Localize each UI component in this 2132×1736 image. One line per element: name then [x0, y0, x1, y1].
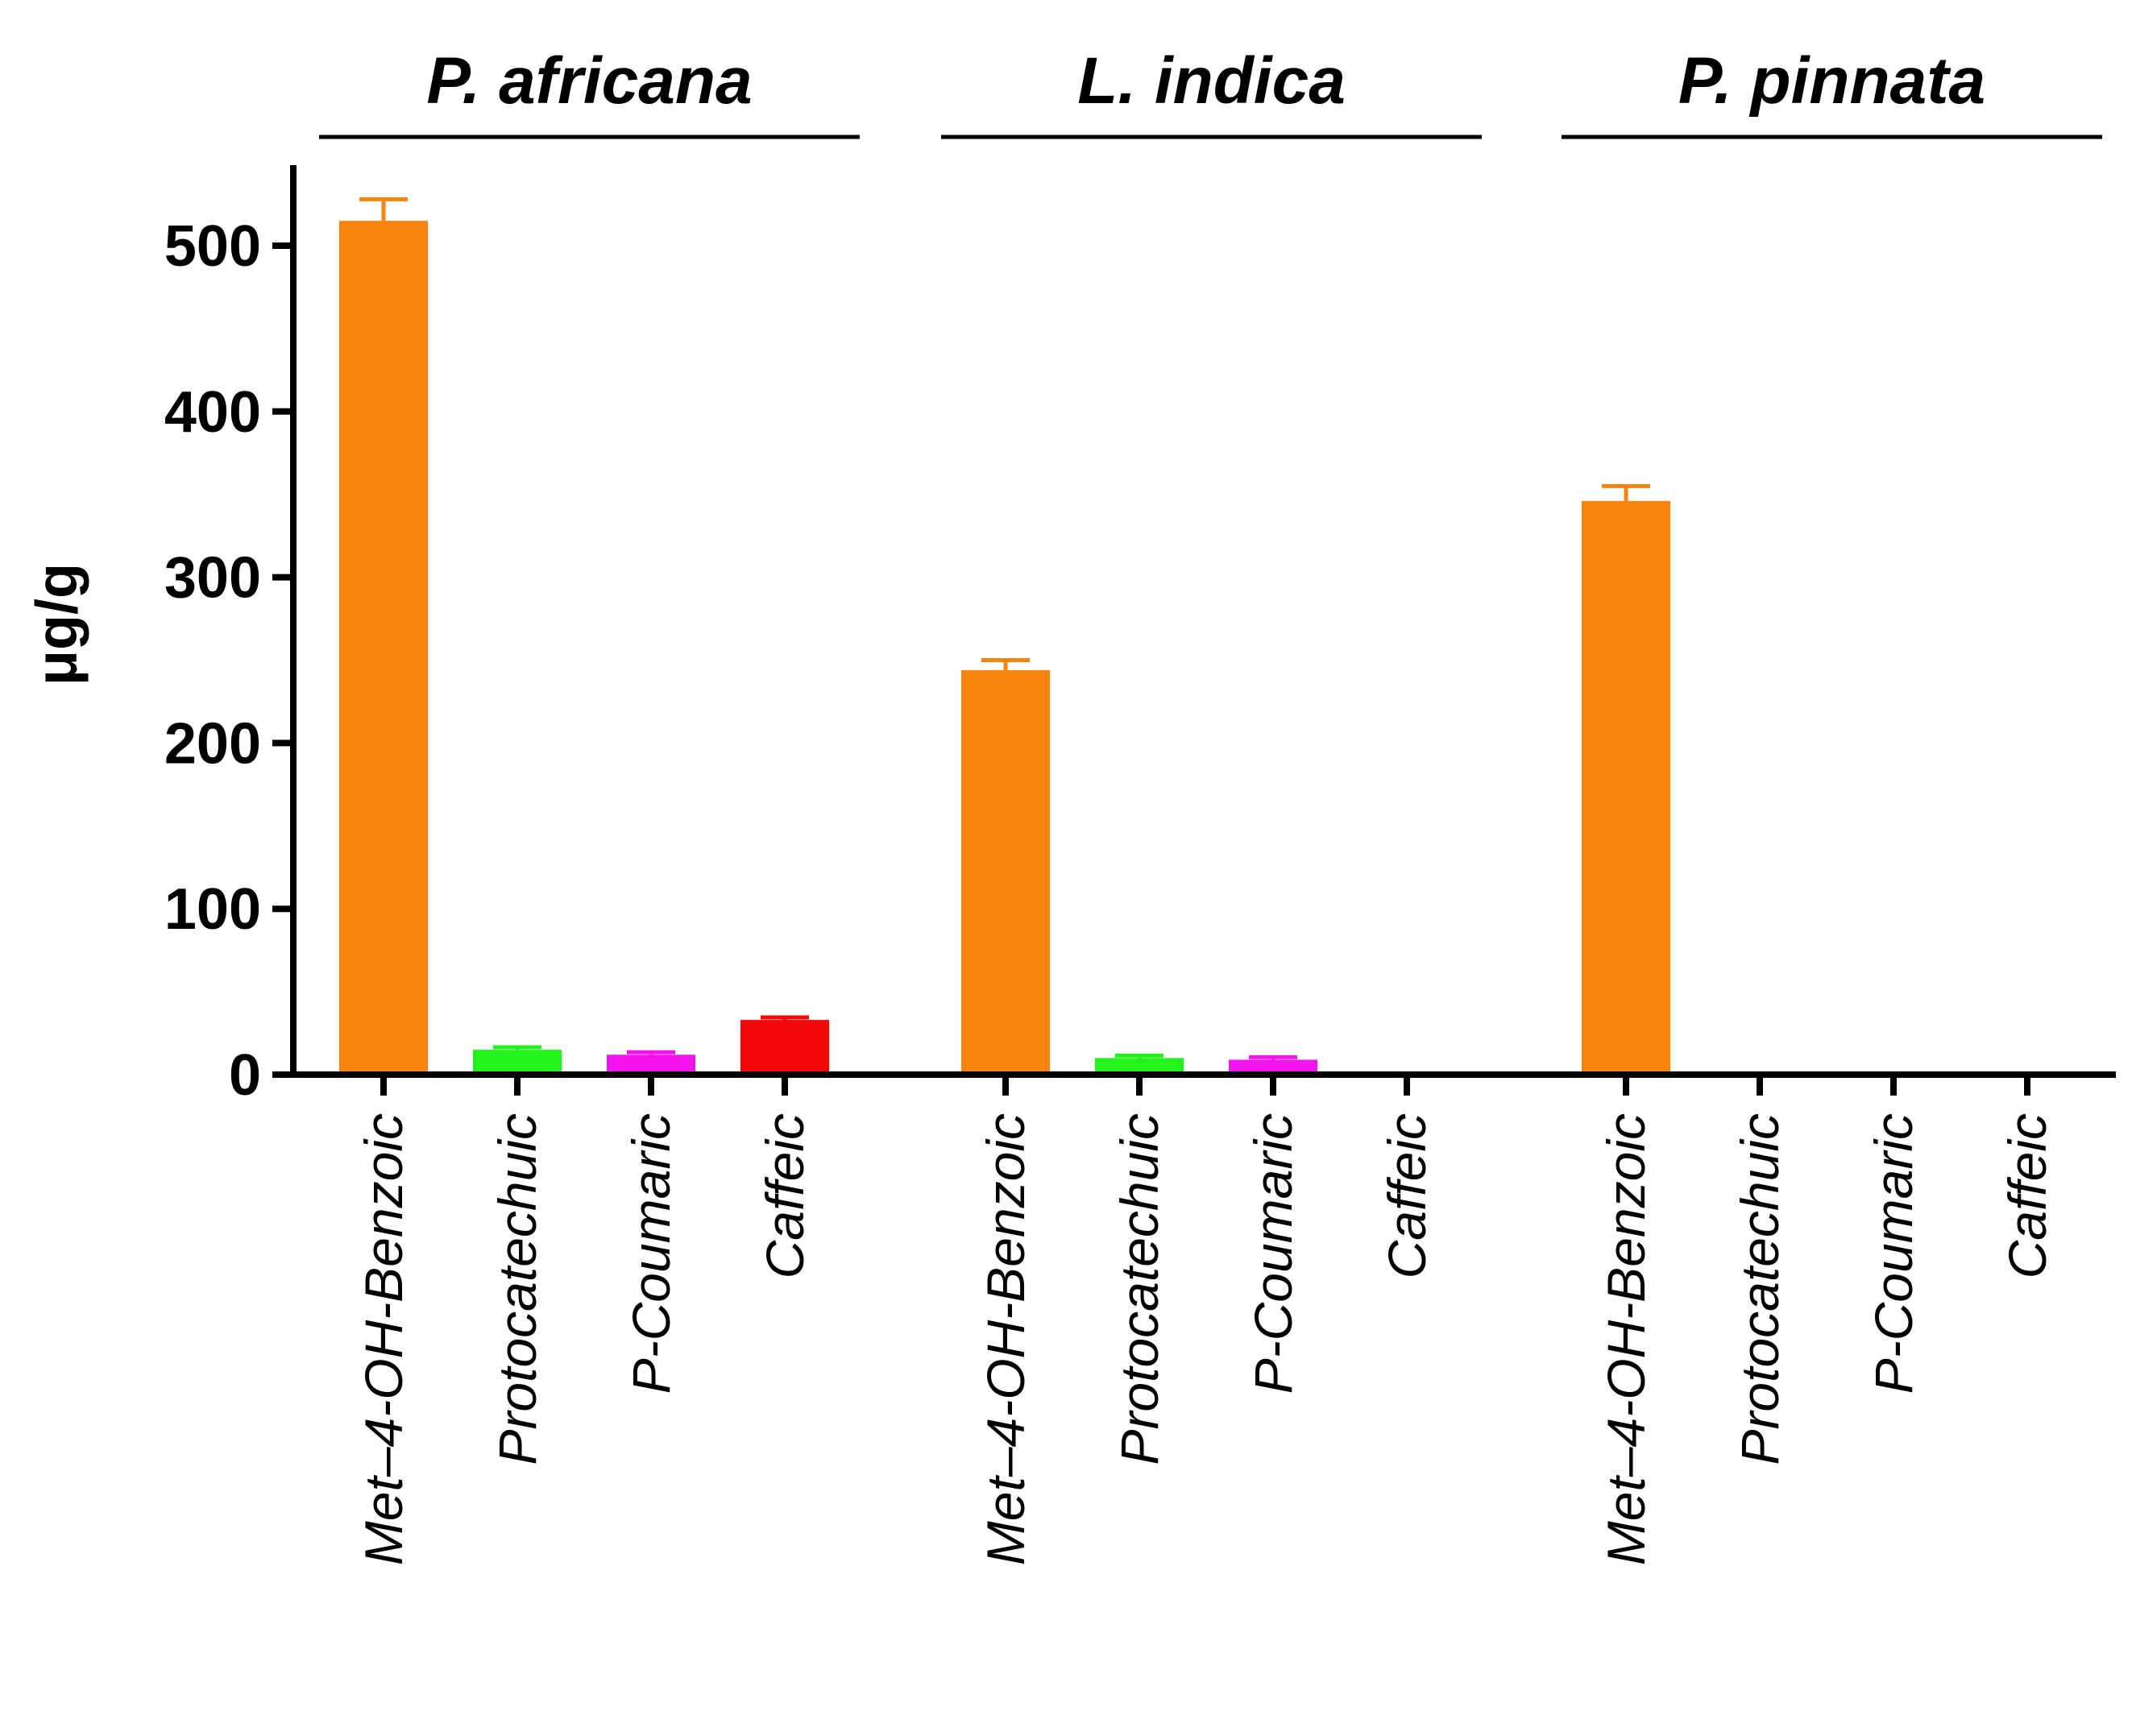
group-label-p-pinnata: P. pinnata [1678, 44, 1985, 118]
category-label-l-indica-p-coumaric: P-Coumaric [1243, 1113, 1303, 1394]
category-label-p-africana-caffeic: Caffeic [755, 1113, 815, 1278]
bar-p-africana-p-coumaric [607, 1054, 695, 1075]
category-label-p-africana-p-coumaric: P-Coumaric [621, 1113, 681, 1394]
bar-p-pinnata-met-4-oh-benzoic [1582, 500, 1670, 1075]
category-label-l-indica-met-4-oh-benzoic: Met–4-OH-Benzoic [976, 1113, 1035, 1565]
y-tick-label-200: 200 [164, 711, 261, 776]
y-tick-label-400: 400 [164, 380, 261, 445]
y-axis-label: μg/g [25, 563, 89, 686]
y-tick-label-100: 100 [164, 877, 261, 942]
group-label-l-indica: L. indica [1077, 44, 1346, 118]
bar-l-indica-met-4-oh-benzoic [961, 669, 1050, 1075]
labels-layer: Met–4-OH-Benzoic Protocatechuic P-Coumaric… [25, 44, 2057, 1565]
bars-layer [339, 221, 1670, 1075]
bar-l-indica-protocatechuic [1095, 1058, 1184, 1075]
bar-p-africana-protocatechuic [473, 1050, 562, 1075]
category-label-p-africana-met-4-oh-benzoic: Met–4-OH-Benzoic [354, 1113, 413, 1565]
y-tick-label-500: 500 [164, 214, 261, 279]
y-tick-label-300: 300 [164, 546, 261, 611]
category-label-p-pinnata-protocatechuic: Protocatechuic [1730, 1113, 1790, 1465]
category-label-p-pinnata-p-coumaric: P-Coumaric [1864, 1113, 1923, 1394]
axes-layer [272, 135, 2116, 1096]
y-tick-label-0: 0 [229, 1043, 261, 1108]
group-label-p-africana: P. africana [426, 44, 752, 118]
category-label-l-indica-caffeic: Caffeic [1377, 1113, 1437, 1278]
bar-l-indica-p-coumaric [1229, 1059, 1317, 1075]
category-label-p-pinnata-met-4-oh-benzoic: Met–4-OH-Benzoic [1596, 1113, 1656, 1565]
category-label-l-indica-protocatechuic: Protocatechuic [1110, 1113, 1169, 1465]
error-bars-layer [359, 197, 1650, 1060]
bar-p-africana-caffeic [740, 1020, 829, 1075]
bar-p-africana-met-4-oh-benzoic [339, 221, 428, 1075]
category-label-p-africana-protocatechuic: Protocatechuic [487, 1113, 547, 1465]
category-label-p-pinnata-caffeic: Caffeic [1997, 1113, 2057, 1278]
